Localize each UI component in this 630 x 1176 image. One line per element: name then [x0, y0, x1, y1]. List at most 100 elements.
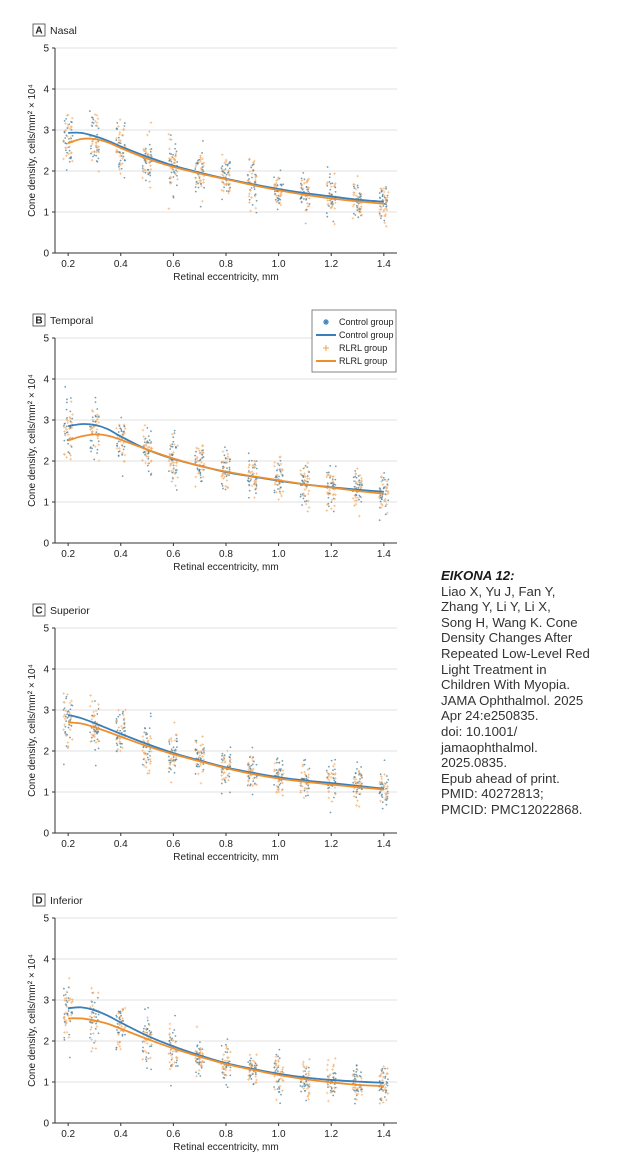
control-point: [223, 779, 226, 782]
control-point: [251, 793, 254, 796]
rlrl-point: [325, 503, 329, 506]
rlrl-point: [249, 209, 252, 213]
control-point: [251, 164, 254, 166]
rlrl-point: [68, 436, 72, 439]
rlrl-point: [228, 763, 231, 766]
rlrl-point: [304, 502, 308, 506]
control-point: [199, 476, 202, 479]
rlrl-point: [147, 769, 151, 772]
rlrl-point: [70, 421, 73, 424]
control-point: [121, 475, 124, 478]
control-point: [334, 1077, 337, 1080]
control-point: [329, 464, 332, 467]
rlrl-point: [307, 1093, 310, 1097]
rlrl-point: [123, 1006, 127, 1010]
rlrl-point: [334, 493, 337, 497]
control-point: [278, 202, 280, 205]
control-point: [357, 216, 360, 219]
control-point: [228, 1060, 231, 1063]
rlrl-point: [384, 1098, 388, 1102]
control-point: [63, 131, 66, 134]
rlrl-point: [170, 1056, 174, 1060]
control-point: [299, 182, 302, 185]
control-point: [251, 746, 254, 749]
control-point: [330, 759, 333, 762]
rlrl-point: [202, 178, 205, 182]
control-point: [65, 697, 67, 700]
rlrl-point: [326, 180, 329, 184]
x-tick-label: 1.4: [377, 549, 391, 560]
control-point: [171, 453, 174, 456]
control-point: [331, 478, 334, 481]
rlrl-point: [307, 186, 311, 190]
rlrl-point: [90, 986, 93, 990]
x-axis-title: Retinal eccentricity, mm: [173, 562, 278, 573]
rlrl-point: [65, 996, 69, 1000]
panel-label-box: [32, 893, 46, 907]
rlrl-point: [226, 749, 229, 753]
rlrl-point: [149, 441, 153, 445]
rlrl-point: [307, 1097, 310, 1101]
rlrl-point: [173, 1049, 177, 1053]
rlrl-point: [93, 735, 96, 739]
rlrl-point: [386, 492, 390, 495]
control-point: [122, 710, 124, 713]
control-point: [302, 497, 305, 500]
rlrl-point: [148, 186, 152, 189]
control-point: [94, 420, 97, 423]
control-point: [226, 1086, 229, 1089]
control-point: [305, 775, 308, 777]
y-tick-label: 1: [43, 208, 49, 219]
x-tick-label: 0.6: [166, 1129, 180, 1140]
rlrl-point: [326, 473, 329, 477]
rlrl-point: [142, 739, 145, 742]
control-point: [118, 713, 121, 716]
control-point: [307, 784, 310, 787]
control-point: [352, 212, 355, 215]
rlrl-point: [97, 421, 101, 424]
rlrl-point: [64, 732, 67, 736]
rlrl-point: [382, 1065, 386, 1068]
rlrl-point: [299, 791, 302, 794]
control-point: [68, 1033, 71, 1036]
control-point: [359, 495, 362, 498]
control-point: [96, 452, 98, 454]
control-point: [120, 167, 123, 170]
control-point: [65, 745, 68, 747]
rlrl-point: [148, 1056, 152, 1060]
rlrl-point: [308, 1082, 311, 1086]
rlrl-point: [385, 503, 388, 506]
control-point: [67, 442, 70, 445]
control-point: [176, 174, 178, 177]
rlrl-point: [383, 221, 387, 225]
rlrl-point: [62, 700, 66, 704]
rlrl-point: [246, 179, 250, 182]
x-tick-label: 0.2: [61, 549, 75, 560]
control-point: [248, 496, 250, 499]
rlrl-point: [250, 172, 254, 176]
control-point: [326, 166, 329, 168]
rlrl-point: [118, 737, 121, 740]
control-point: [220, 782, 223, 785]
control-point: [356, 761, 359, 764]
rlrl-point: [145, 1051, 148, 1054]
rlrl-point: [90, 1025, 93, 1029]
control-point: [171, 459, 173, 462]
control-point: [307, 1066, 310, 1069]
rlrl-point: [69, 457, 73, 461]
rlrl-point: [225, 473, 229, 477]
control-point: [62, 987, 65, 990]
rlrl-point: [168, 147, 171, 151]
rlrl-point: [276, 462, 280, 465]
rlrl-point: [383, 782, 387, 785]
legend-label: RLRL group: [339, 356, 387, 366]
control-point: [224, 446, 226, 449]
control-point: [247, 452, 250, 455]
control-point: [146, 440, 149, 443]
control-point: [120, 430, 123, 433]
control-point: [123, 719, 125, 721]
rlrl-point: [96, 436, 100, 440]
control-point: [92, 118, 95, 121]
control-point: [66, 733, 69, 736]
control-point: [141, 167, 144, 170]
